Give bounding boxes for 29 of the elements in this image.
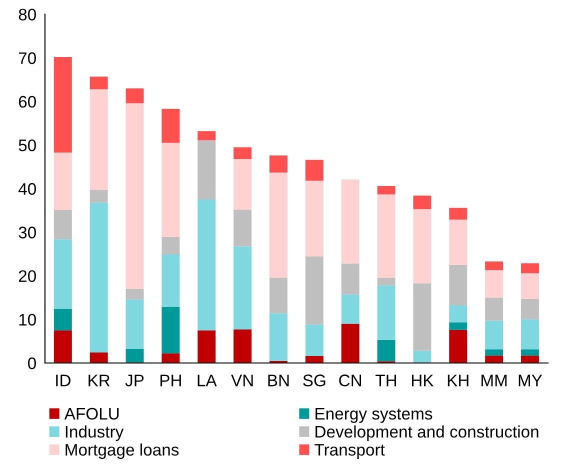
x-tick-label: KR [88, 374, 110, 386]
legend-label: Transport [314, 444, 385, 459]
legend-label: Energy systems [316, 408, 432, 423]
y-tick-label: 40 [18, 183, 36, 195]
x-tick-label: CN [339, 374, 362, 386]
x-tick-label: TH [376, 374, 396, 386]
x-tick-label: HK [412, 374, 434, 386]
y-tick-label: 70 [18, 52, 36, 64]
legend-label: Development and construction [316, 425, 538, 441]
y-tick-label: 30 [18, 226, 36, 238]
x-tick-label: ID [56, 374, 70, 386]
y-tick-label: 0 [28, 357, 36, 370]
x-tick-label: KH [448, 374, 468, 386]
x-tick-label: MY [518, 374, 542, 386]
y-tick-label: 60 [18, 96, 36, 108]
x-tick-label: JP [125, 374, 144, 386]
y-tick-label: 10 [19, 314, 36, 326]
x-tick-label: VN [231, 374, 253, 386]
legend-label: Industry [66, 425, 124, 441]
x-tick-label: PH [160, 374, 181, 386]
y-tick-label: 50 [18, 139, 36, 152]
y-tick-label: 80 [18, 8, 36, 21]
legend-label: Mortgage loans [66, 443, 179, 459]
x-tick-label: SG [303, 374, 326, 386]
legend-label: AFOLU [64, 408, 119, 420]
y-tick-label: 20 [18, 270, 36, 282]
x-tick-label: MM [482, 374, 507, 386]
x-tick-label: LA [198, 374, 217, 386]
x-tick-label: BN [268, 374, 289, 386]
